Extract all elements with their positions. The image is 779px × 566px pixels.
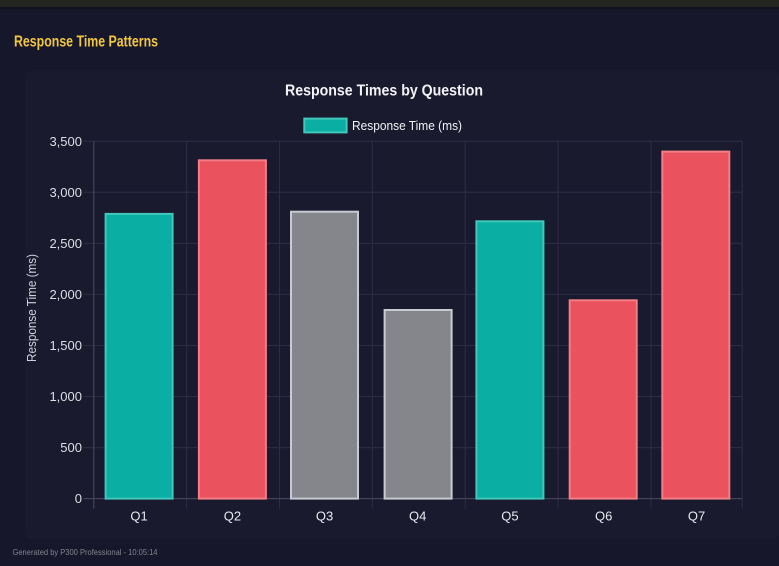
svg-text:Response Time (ms): Response Time (ms) — [352, 118, 462, 133]
svg-text:3,500: 3,500 — [49, 134, 82, 149]
svg-text:Q1: Q1 — [130, 509, 147, 524]
svg-text:Q7: Q7 — [688, 509, 705, 524]
svg-text:Response Time Patterns: Response Time Patterns — [14, 33, 158, 50]
svg-text:1,500: 1,500 — [49, 338, 82, 353]
svg-text:Generated by P300 Professional: Generated by P300 Professional - 10:05:1… — [13, 547, 158, 557]
svg-text:Q6: Q6 — [595, 509, 612, 524]
svg-text:2,500: 2,500 — [49, 236, 82, 251]
svg-text:Response Time (ms): Response Time (ms) — [25, 254, 39, 362]
svg-text:Response Times by Question: Response Times by Question — [285, 83, 483, 100]
svg-text:1,000: 1,000 — [49, 389, 82, 404]
svg-text:3,000: 3,000 — [49, 185, 82, 200]
svg-text:500: 500 — [60, 440, 82, 455]
svg-text:Q3: Q3 — [316, 509, 333, 524]
svg-text:Q2: Q2 — [224, 509, 241, 524]
svg-text:Q5: Q5 — [501, 509, 518, 524]
svg-text:0: 0 — [75, 491, 82, 506]
svg-text:Q4: Q4 — [409, 509, 426, 524]
svg-text:2,000: 2,000 — [49, 287, 82, 302]
